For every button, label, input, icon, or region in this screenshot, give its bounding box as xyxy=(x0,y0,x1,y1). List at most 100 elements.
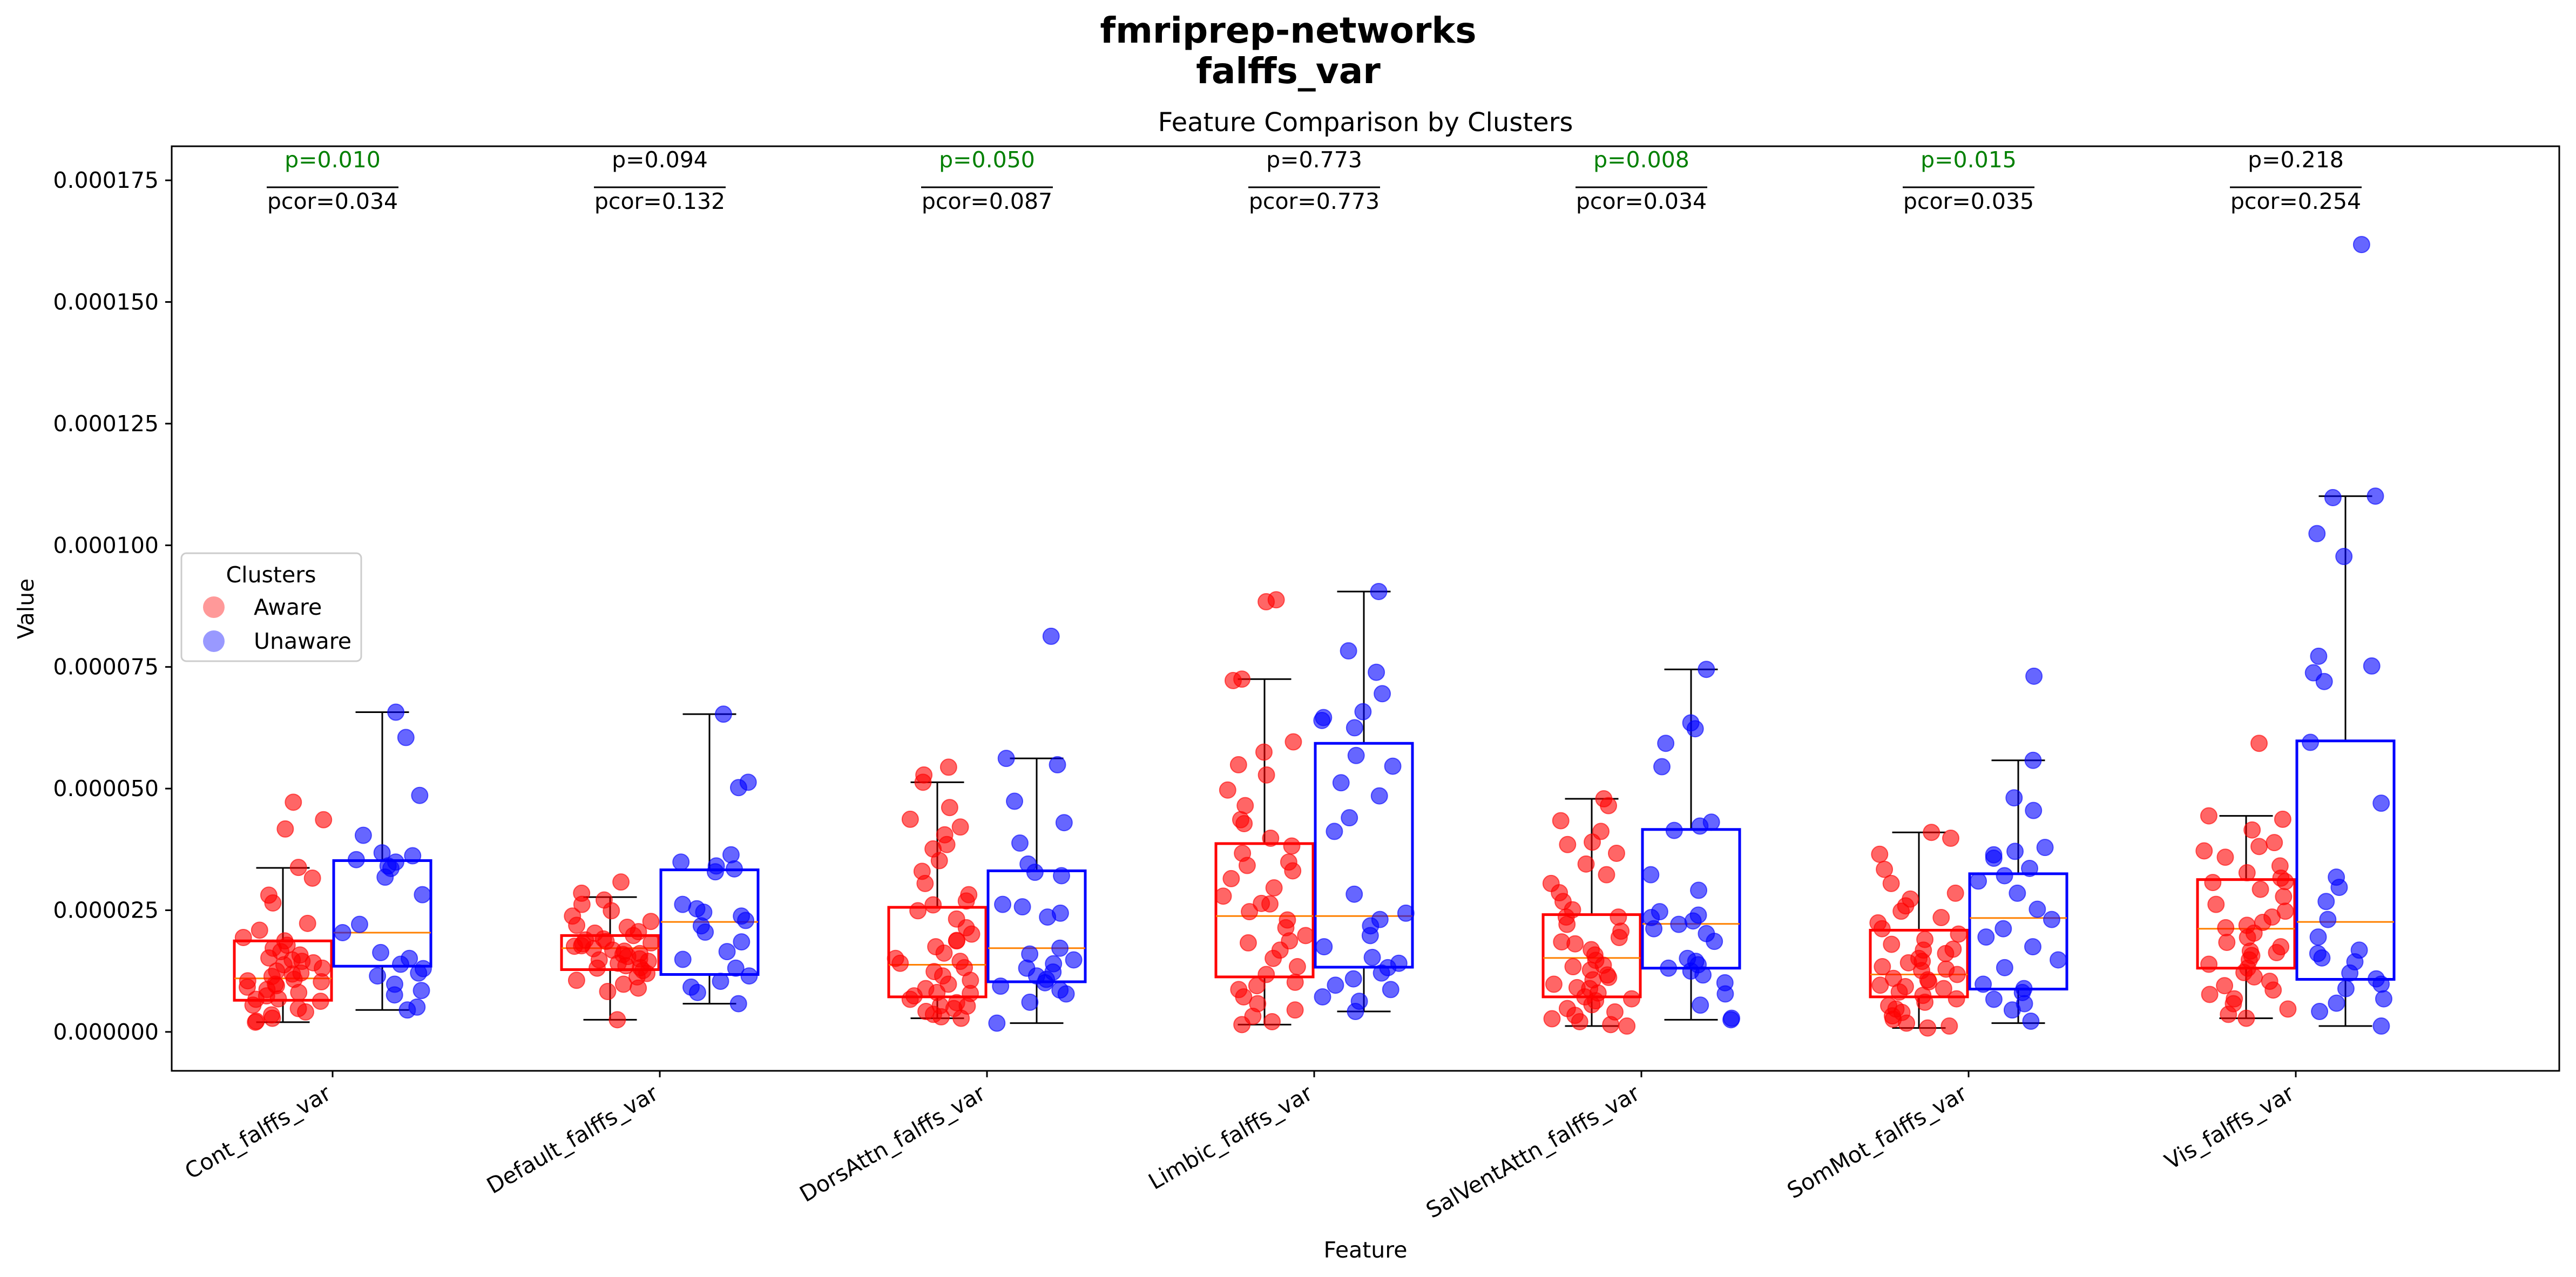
point-unaware xyxy=(386,986,403,1004)
point-unaware xyxy=(2341,964,2359,982)
point-aware xyxy=(608,1011,626,1029)
point-unaware xyxy=(1006,792,1024,810)
point-aware xyxy=(2276,873,2294,891)
point-unaware xyxy=(737,912,755,929)
point-aware xyxy=(1286,973,1304,991)
point-unaware xyxy=(1374,685,1391,703)
point-unaware xyxy=(1055,814,1073,832)
y-tick-label: 0.000175 xyxy=(53,167,159,193)
point-unaware xyxy=(733,933,751,951)
point-aware xyxy=(1229,756,1247,773)
point-aware xyxy=(1283,837,1301,855)
point-unaware xyxy=(1051,939,1069,957)
point-aware xyxy=(1559,836,1577,853)
p-value-label: p=0.094 xyxy=(612,147,708,173)
point-aware xyxy=(2200,807,2217,825)
point-unaware xyxy=(1692,996,1709,1014)
point-unaware xyxy=(2352,236,2370,254)
point-unaware xyxy=(2309,928,2327,946)
point-unaware xyxy=(410,964,428,982)
point-aware xyxy=(1235,988,1253,1006)
point-aware xyxy=(935,944,953,962)
point-unaware xyxy=(1977,928,1995,946)
point-aware xyxy=(1262,830,1280,847)
point-aware xyxy=(930,852,948,870)
point-aware xyxy=(1545,975,1563,993)
point-aware xyxy=(1948,990,1965,1008)
point-aware xyxy=(612,873,630,891)
point-aware xyxy=(1622,990,1640,1008)
p-value-label: p=0.050 xyxy=(939,147,1035,173)
point-aware xyxy=(1284,862,1302,880)
point-aware xyxy=(1255,743,1273,761)
point-unaware xyxy=(740,967,758,985)
legend-title: Clusters xyxy=(226,562,316,588)
point-aware xyxy=(315,811,333,828)
p-value-label: p=0.010 xyxy=(285,147,381,173)
point-aware xyxy=(1598,866,1615,884)
point-unaware xyxy=(992,977,1010,995)
point-aware xyxy=(299,914,316,932)
pcor-value-label: pcor=0.087 xyxy=(922,188,1052,214)
point-unaware xyxy=(1363,948,1381,966)
point-unaware xyxy=(1690,881,1708,899)
point-unaware xyxy=(387,703,405,721)
x-axis-label: Feature xyxy=(1324,1237,1408,1263)
point-unaware xyxy=(706,863,724,881)
point-unaware xyxy=(2021,859,2039,877)
p-value-label: p=0.015 xyxy=(1921,147,2017,173)
point-aware xyxy=(1919,1019,1937,1037)
point-aware xyxy=(1610,908,1627,926)
point-aware xyxy=(297,1003,315,1021)
point-unaware xyxy=(1370,582,1388,600)
point-aware xyxy=(1214,887,1232,905)
point-aware xyxy=(2237,1009,2255,1027)
point-aware xyxy=(264,894,282,912)
point-unaware xyxy=(1985,850,2003,867)
point-unaware xyxy=(1722,1011,1740,1029)
point-aware xyxy=(276,820,294,838)
point-unaware xyxy=(1653,758,1671,776)
point-unaware xyxy=(2024,938,2041,956)
point-unaware xyxy=(1684,912,1702,930)
point-aware xyxy=(1571,1013,1588,1030)
point-aware xyxy=(2243,821,2261,839)
pcor-value-label: pcor=0.132 xyxy=(594,188,725,214)
point-unaware xyxy=(1970,872,1987,890)
point-aware xyxy=(2201,986,2219,1003)
axes-title: Feature Comparison by Clusters xyxy=(1158,107,1573,138)
point-aware xyxy=(568,916,586,934)
suptitle-line2: falffs_var xyxy=(1196,50,1381,92)
point-unaware xyxy=(1314,988,1331,1006)
point-unaware xyxy=(1326,823,1343,840)
point-aware xyxy=(939,758,957,776)
point-unaware xyxy=(672,853,690,871)
point-unaware xyxy=(1665,821,1683,839)
point-aware xyxy=(290,983,308,1001)
pcor-value-label: pcor=0.254 xyxy=(2230,188,2361,214)
point-aware xyxy=(2238,864,2256,882)
point-unaware xyxy=(1340,642,1357,660)
point-aware xyxy=(932,1008,950,1025)
point-unaware xyxy=(1698,661,1715,678)
point-aware xyxy=(1937,960,1955,978)
point-unaware xyxy=(994,895,1012,913)
point-aware xyxy=(1618,1017,1636,1035)
point-unaware xyxy=(2367,487,2384,505)
point-aware xyxy=(957,892,975,910)
y-tick-label: 0.000075 xyxy=(53,654,159,680)
point-aware xyxy=(599,983,617,1001)
point-aware xyxy=(2275,888,2293,906)
point-unaware xyxy=(1642,866,1660,884)
point-unaware xyxy=(1694,966,1712,984)
point-aware xyxy=(1874,958,1891,976)
point-aware xyxy=(1610,928,1628,946)
point-aware xyxy=(1241,903,1259,921)
point-unaware xyxy=(1645,920,1663,938)
suptitle-line1: fmriprep-networks xyxy=(1100,10,1476,51)
point-unaware xyxy=(1347,746,1365,764)
y-tick-label: 0.000150 xyxy=(53,289,159,315)
point-unaware xyxy=(2003,1001,2021,1019)
point-unaware xyxy=(1686,720,1704,738)
